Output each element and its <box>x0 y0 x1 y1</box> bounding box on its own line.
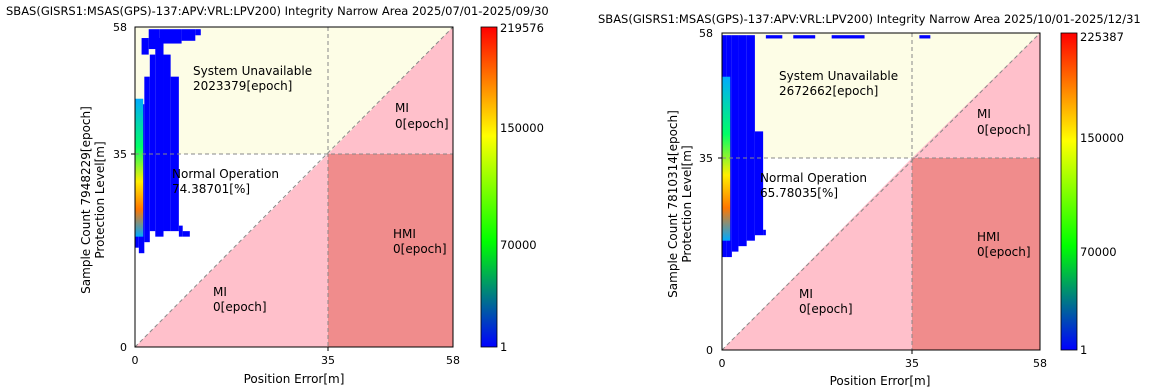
chart-2-region-labels: System Unavailable 2672662[epoch] MI 0[e… <box>760 69 1031 316</box>
chart-1-y-axis: 58 35 0 Sample Count 7948229[epoch] Prot… <box>79 21 135 354</box>
chart-1-mi-lower-label: MI <box>213 285 227 299</box>
chart-2-colorbar-tick-70000: 70000 <box>1080 245 1117 259</box>
chart-2-normal-operation-value: 65.78035[%] <box>760 186 838 200</box>
chart-1-data-cell-4 <box>155 38 164 237</box>
chart-1-colorbar-tick-1: 1 <box>500 340 507 354</box>
chart-2-y-axis-label-1: Sample Count 7810314[epoch] <box>666 110 680 298</box>
chart-2-mi-lower-label: MI <box>799 287 813 301</box>
chart-1-system-unavailable-value: 2023379[epoch] <box>193 79 292 93</box>
chart-2-y-axis-label-2: Protection Level[m] <box>680 145 694 262</box>
chart-2-x-axis: 0 35 58 Position Error[m] <box>719 350 1047 388</box>
chart-1-data-cell-12 <box>181 29 196 41</box>
chart-2-hmi-region <box>912 158 1040 350</box>
chart-1-x-tick-58: 58 <box>446 354 460 367</box>
chart-2-colorbar-tick-1: 1 <box>1080 343 1087 357</box>
chart-1-hmi-label: HMI <box>393 227 416 241</box>
chart-2-data-cell-4 <box>746 35 755 241</box>
chart-1-data-cell-6 <box>170 76 179 232</box>
chart-2-system-unavailable-region <box>722 33 912 158</box>
chart-1: SBAS(GISRS1:MSAS(GPS)-137:APV:VRL:LPV200… <box>6 4 549 386</box>
chart-2-mi-lower-region <box>722 158 912 350</box>
chart-2-mi-lower-value: 0[epoch] <box>799 302 853 316</box>
chart-1-colorbar-tick-max: 219576 <box>500 21 544 35</box>
chart-1-hmi-value: 0[epoch] <box>393 242 447 256</box>
chart-1-normal-operation-label: Normal Operation <box>172 167 279 181</box>
chart-1-system-unavailable-label: System Unavailable <box>193 64 312 78</box>
chart-2-colorbar-tick-max: 225387 <box>1080 30 1124 44</box>
chart-2-hmi-value: 0[epoch] <box>977 245 1031 259</box>
chart-2-data-cells <box>722 35 931 258</box>
chart-2-data-cell-8 <box>793 35 816 39</box>
chart-2-plot <box>721 32 1041 351</box>
chart-1-data-cell-8 <box>182 231 190 237</box>
chart-1-system-unavailable-region <box>135 27 328 154</box>
chart-1-plot <box>134 26 454 348</box>
chart-2-colorbar-tick-150000: 150000 <box>1080 131 1124 145</box>
chart-1-colorbar: 219576 150000 70000 1 <box>480 21 544 354</box>
chart-2-normal-operation-label: Normal Operation <box>760 171 867 185</box>
chart-2-y-tick-0: 0 <box>706 344 713 357</box>
chart-2-y-tick-58: 58 <box>699 27 713 40</box>
chart-1-data-peak <box>135 98 144 237</box>
chart-1-x-tick-0: 0 <box>132 354 139 367</box>
chart-2-x-axis-label: Position Error[m] <box>830 374 931 388</box>
chart-1-colorbar-tick-150000: 150000 <box>500 121 544 135</box>
chart-2-data-cell-7 <box>765 35 783 39</box>
chart-1-mi-lower-value: 0[epoch] <box>213 300 267 314</box>
chart-1-y-axis-label-2: Protection Level[m] <box>93 141 107 258</box>
chart-2-y-tick-35: 35 <box>699 152 713 165</box>
chart-2-system-unavailable-label: System Unavailable <box>779 69 898 83</box>
chart-1-mi-upper-value: 0[epoch] <box>395 117 449 131</box>
chart-2-data-peak <box>722 76 731 241</box>
chart-1-data-cell-5 <box>163 54 171 232</box>
chart-1-data-cell-9 <box>141 38 149 55</box>
chart-1-data-cell-10 <box>148 29 160 50</box>
chart-2-hmi-label: HMI <box>977 230 1000 244</box>
chart-1-diagonal <box>134 26 454 348</box>
chart-1-x-tick-35: 35 <box>321 354 335 367</box>
chart-2-data-cell-6 <box>763 229 766 236</box>
chart-2-data-cell-3 <box>738 35 747 247</box>
chart-1-y-axis-label-1: Sample Count 7948229[epoch] <box>79 106 93 294</box>
chart-2-system-unavailable-value: 2672662[epoch] <box>779 84 878 98</box>
chart-2-mi-upper-triangle <box>912 33 1040 158</box>
chart-2-colorbar-gradient <box>1060 32 1078 351</box>
chart-1-normal-operation-value: 74.38701[%] <box>172 182 250 196</box>
chart-2-data-cell-5 <box>754 131 764 236</box>
chart-2: SBAS(GISRS1:MSAS(GPS)-137:APV:VRL:LPV200… <box>598 12 1141 388</box>
chart-1-data-cell-13 <box>195 29 201 36</box>
chart-1-colorbar-gradient <box>480 26 498 348</box>
chart-1-y-tick-0: 0 <box>120 341 127 354</box>
chart-1-data-cell-11 <box>159 29 182 44</box>
chart-1-y-tick-58: 58 <box>113 21 127 34</box>
chart-1-title: SBAS(GISRS1:MSAS(GPS)-137:APV:VRL:LPV200… <box>6 4 549 18</box>
chart-1-data-cells <box>135 29 201 254</box>
chart-1-data-cell-7 <box>178 225 183 237</box>
chart-1-x-axis-label: Position Error[m] <box>244 372 345 386</box>
chart-1-data-cell-0 <box>135 231 139 248</box>
chart-2-colorbar: 225387 150000 70000 1 <box>1060 30 1124 357</box>
chart-2-data-cell-10 <box>919 35 931 39</box>
chart-1-x-axis: 0 35 58 Position Error[m] <box>132 347 460 386</box>
chart-1-mi-upper-label: MI <box>395 101 409 115</box>
chart-1-data-cell-3 <box>149 54 156 232</box>
chart-2-data-cell-2 <box>731 35 739 252</box>
chart-1-y-tick-35: 35 <box>113 148 127 161</box>
chart-1-hmi-region <box>328 154 453 347</box>
chart-2-plot-frame <box>721 32 1041 351</box>
chart-1-region-labels: System Unavailable 2023379[epoch] MI 0[e… <box>172 64 449 314</box>
chart-2-x-tick-58: 58 <box>1033 357 1047 370</box>
chart-1-colorbar-tick-70000: 70000 <box>500 238 537 252</box>
chart-2-diagonal <box>721 32 1041 351</box>
chart-1-plot-frame <box>134 26 454 348</box>
chart-2-title: SBAS(GISRS1:MSAS(GPS)-137:APV:VRL:LPV200… <box>598 12 1141 26</box>
chart-2-data-cell-9 <box>831 35 865 39</box>
chart-2-mi-upper-label: MI <box>977 107 991 121</box>
chart-2-x-tick-35: 35 <box>905 357 919 370</box>
chart-2-x-tick-0: 0 <box>719 357 726 370</box>
chart-1-data-cell-2 <box>144 76 150 243</box>
chart-2-y-axis: 58 35 0 Sample Count 7810314[epoch] Prot… <box>666 27 722 357</box>
chart-2-mi-upper-value: 0[epoch] <box>977 123 1031 137</box>
